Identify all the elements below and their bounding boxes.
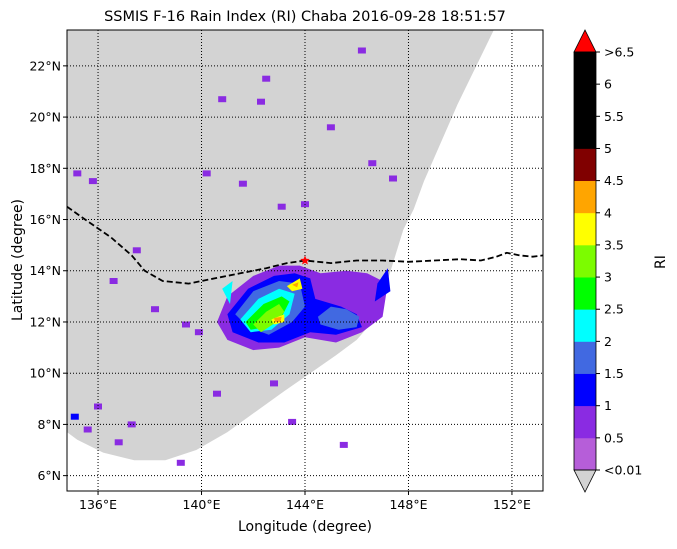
colorbar-segment-0: [574, 437, 596, 471]
x-tick-label-3: 148°E: [389, 497, 427, 512]
rain-cell-17: [213, 390, 221, 397]
rain-cell-19: [176, 459, 185, 466]
rain-region-11: [292, 282, 299, 288]
colorbar-segment-10: [574, 116, 596, 149]
colorbar-tick-label-7: 3.5: [604, 237, 624, 252]
colorbar-tick-label-0: <0.01: [604, 463, 642, 478]
rain-region-4: [317, 306, 360, 330]
y-tick-label-4: 14°N: [29, 263, 61, 278]
rain-cell-7: [277, 203, 286, 210]
y-tick-label-2: 10°N: [29, 366, 61, 381]
colorbar-under-arrow: [573, 469, 597, 493]
colorbar-tick-label-5: 2.5: [604, 302, 624, 317]
rain-cell-24: [339, 441, 348, 448]
colorbar-segment-12: [574, 52, 596, 85]
colorbar-segment-8: [574, 180, 596, 214]
y-tick-label-6: 18°N: [29, 161, 61, 176]
rain-cell-0: [262, 75, 271, 82]
rain-cell-10: [151, 306, 159, 313]
colorbar-segment-3: [574, 341, 596, 374]
rain-cell-13: [73, 170, 82, 177]
y-tick-label-1: 8°N: [37, 417, 61, 432]
colorbar-segment-11: [574, 84, 596, 117]
x-tick-label-1: 140°E: [183, 497, 221, 512]
colorbar-tick-label-8: 4: [604, 205, 612, 220]
colorbar-tick-label-2: 1: [604, 398, 612, 413]
colorbar-segment-6: [574, 244, 596, 278]
rain-cell-3: [326, 124, 335, 131]
storm-center-star-icon: [300, 255, 310, 265]
colorbar-segment-2: [574, 373, 596, 407]
colorbar-segment-9: [574, 148, 596, 182]
rain-cell-25: [202, 170, 211, 177]
x-tick-label-0: 136°E: [79, 497, 117, 512]
rain-cell-2: [257, 98, 265, 105]
swath-area: [67, 30, 494, 461]
colorbar-tick-label-3: 1.5: [604, 366, 624, 381]
rain-cell-27: [218, 96, 227, 103]
rain-cell-14: [88, 178, 97, 185]
rain-cell-8: [109, 278, 118, 284]
colorbar-tick-label-9: 4.5: [604, 173, 624, 188]
rain-cell-18: [127, 421, 136, 428]
y-tick-label-0: 6°N: [37, 468, 61, 483]
colorbar-label: RI: [653, 255, 669, 269]
rain-region-2: [374, 268, 391, 302]
colorbar-segment-5: [574, 277, 596, 310]
colorbar-tick-label-12: 6: [604, 77, 612, 92]
colorbar-frame: [573, 51, 597, 471]
y-tick-label-3: 12°N: [29, 314, 61, 329]
y-axis-label: Latitude (degree): [10, 199, 26, 321]
rain-cell-20: [114, 439, 123, 446]
colorbar-tick-label-10: 5: [604, 141, 612, 156]
y-tick-label-7: 20°N: [29, 110, 61, 125]
rain-region-9: [274, 316, 282, 322]
x-tick-label-4: 152°E: [493, 497, 531, 512]
rain-cell-12: [194, 329, 203, 336]
y-tick-label-8: 22°N: [29, 58, 61, 73]
chart-title: SSMIS F-16 Rain Index (RI) Chaba 2016-09…: [104, 9, 506, 25]
colorbar-tick-label-1: 0.5: [604, 430, 624, 445]
rain-cell-5: [389, 175, 397, 182]
colorbar-segment-4: [574, 309, 596, 342]
rain-cell-22: [70, 413, 79, 420]
colorbar-tick-label-13: >6.5: [604, 45, 634, 60]
x-tick-label-2: 144°E: [286, 497, 324, 512]
rain-cell-26: [238, 180, 247, 187]
rain-cell-11: [182, 321, 190, 328]
colorbar-over-arrow: [573, 29, 597, 53]
rain-region-12: [222, 281, 233, 304]
colorbar-tick-label-11: 5.5: [604, 109, 624, 124]
colorbar-segment-1: [574, 405, 596, 439]
rain-cell-21: [83, 426, 92, 433]
storm-track-line: [67, 205, 543, 285]
rain-cell-4: [368, 160, 377, 167]
x-axis-label: Longitude (degree): [238, 519, 372, 535]
colorbar-tick-label-6: 3: [604, 270, 612, 285]
rain-cell-9: [132, 247, 141, 254]
colorbar-tick-label-4: 2: [604, 334, 612, 349]
rain-cell-16: [270, 380, 278, 387]
colorbar-segment-7: [574, 212, 596, 246]
rain-region-7: [253, 304, 285, 333]
rain-cell-15: [288, 418, 297, 425]
rain-cell-1: [357, 47, 366, 54]
rain-cell-23: [94, 403, 102, 410]
y-tick-label-5: 16°N: [29, 212, 61, 227]
